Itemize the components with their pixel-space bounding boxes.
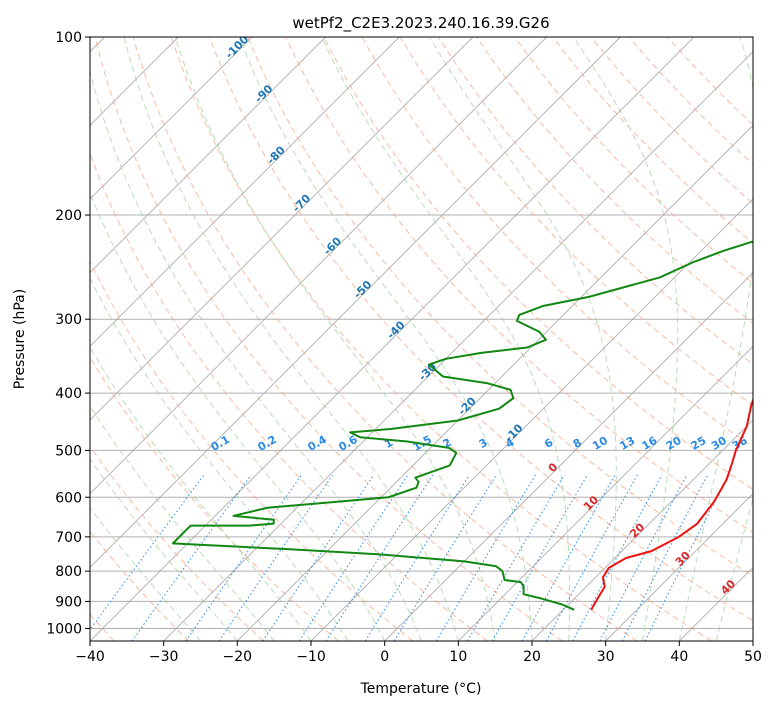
moist-adiabat-line: [90, 277, 349, 641]
y-tick-label: 800: [55, 564, 82, 580]
mixing-ratio-line: [185, 474, 303, 641]
dry-adiabat-line: [90, 445, 264, 641]
x-tick-label: −20: [223, 649, 253, 665]
moist-adiabat-line: [238, 37, 533, 641]
moist-adiabat-line: [90, 191, 386, 641]
dry-adiabat-line: [90, 260, 414, 641]
isotherm-line: [384, 272, 753, 641]
x-tick-label: −10: [296, 649, 326, 665]
dry-adiabat-line: [476, 37, 753, 325]
plot-area: 0.1 0.2 0.4 0.6 1 1.5 2 3 4 6 8 10 13 16 20 25 30 36-100-…: [90, 37, 753, 641]
moist-adiabats: [90, 37, 753, 641]
dry-adiabat-line: [285, 37, 753, 534]
y-tick-label: 600: [55, 490, 82, 506]
mixing-ratio-line: [218, 474, 334, 641]
dry-adiabat-line: [132, 37, 638, 641]
moist-adiabat-line: [90, 405, 275, 641]
isotherm-line: [458, 345, 753, 641]
isotherm-line: [531, 419, 753, 641]
y-axis-label: Pressure (hPa): [12, 289, 28, 389]
x-tick-label: 10: [449, 649, 467, 665]
plot-frame: [89, 36, 754, 642]
isotherm-line: [90, 37, 621, 568]
isotherm-line: [90, 37, 326, 274]
moist-adiabat-line: [321, 37, 571, 641]
isotherm-line: [90, 37, 400, 347]
moist-adiabat-line: [90, 69, 422, 641]
mixing-ratio-line: [393, 474, 497, 641]
y-tick-label: 200: [55, 208, 82, 224]
mixing-ratio-line: [545, 474, 638, 641]
x-tick-label: 50: [744, 649, 762, 665]
profile-series: [171, 240, 753, 611]
dry-adiabat-line: [90, 356, 339, 641]
isotherms: [90, 37, 753, 641]
y-axis-ticks: 100 200 300 400 500 600 700 800 900 1000: [46, 30, 90, 637]
y-tick-label: 500: [55, 443, 82, 459]
dry-adiabat-line: [209, 37, 753, 622]
mixing-ratio-line: [467, 474, 565, 641]
x-tick-label: 30: [597, 649, 615, 665]
mixing-ratio-line: [325, 474, 434, 641]
isotherm-line: [90, 37, 474, 421]
x-tick-label: 0: [380, 649, 389, 665]
x-axis-label: Temperature (°C): [360, 681, 482, 697]
isotherm-line: [163, 51, 753, 641]
x-tick-label: −40: [75, 649, 105, 665]
moist-adiabat-line: [678, 37, 753, 641]
mixing-ratio-line: [90, 474, 205, 631]
y-tick-label: 1000: [46, 621, 82, 637]
y-tick-label: 300: [55, 312, 82, 328]
dry-adiabat-line: [94, 37, 563, 641]
mixing-ratio-line: [435, 474, 537, 641]
moist-adiabat-line: [90, 458, 238, 641]
moist-adiabat-line: [429, 37, 617, 641]
dry-adiabats: [90, 37, 753, 641]
moist-adiabat-line: [90, 506, 201, 641]
moist-adiabat-line: [174, 37, 496, 641]
isotherm-line: [90, 37, 253, 200]
dewpoint-profile-line: [171, 240, 753, 611]
temperature-profile-line: [590, 397, 753, 611]
mixing-ratio-line: [644, 474, 730, 641]
mixing-ratio-line: [262, 474, 375, 641]
chart-title: wetPf2_C2E3.2023.240.16.39.G26: [292, 14, 549, 33]
moist-adiabat-line: [90, 346, 312, 641]
y-tick-label: 700: [55, 530, 82, 546]
moist-adiabat-line: [123, 37, 459, 641]
y-tick-label: 900: [55, 594, 82, 610]
x-tick-label: −30: [149, 649, 179, 665]
dry-adiabat-line: [323, 37, 753, 491]
isotherm-line: [90, 37, 547, 495]
isotherm-line: [605, 493, 753, 641]
isotherm-line: [237, 124, 753, 641]
y-tick-label: 100: [55, 30, 82, 46]
mixing-ratio-line: [491, 474, 588, 641]
mixing-ratio-line: [298, 474, 409, 641]
mixing-ratio-line: [521, 474, 616, 641]
dry-adiabat-line: [170, 37, 712, 641]
x-axis-ticks: −40 −30 −20 −10 0 10 20 30 40 50: [75, 641, 762, 665]
y-tick-label: 400: [55, 386, 82, 402]
moist-adiabat-line: [715, 496, 753, 641]
dry-adiabat-line: [247, 37, 753, 577]
x-tick-label: 20: [523, 649, 541, 665]
dry-adiabat-line: [514, 37, 753, 284]
moist-adiabat-line: [573, 37, 679, 641]
x-tick-label: 40: [670, 649, 688, 665]
mixing-ratio-lines: [90, 474, 730, 641]
mixing-ratio-line: [364, 474, 470, 641]
